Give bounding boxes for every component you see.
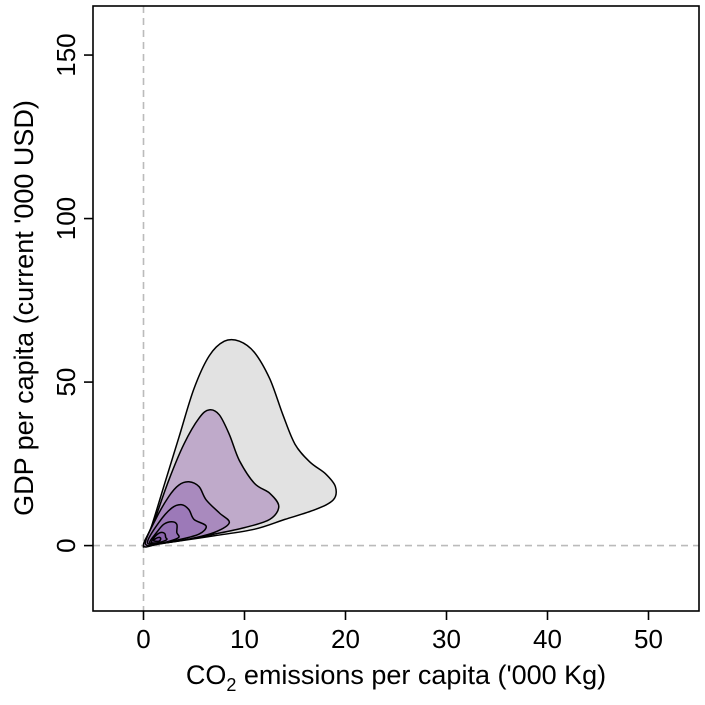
reference-lines [93,6,699,611]
y-tick-label-150: 150 [51,33,81,76]
y-tick-label-100: 100 [51,197,81,240]
x-tick-label-20: 20 [331,624,360,654]
x-tick-label-50: 50 [634,624,663,654]
x-tick-label-0: 0 [136,624,150,654]
contour-level-7 [152,536,162,543]
x-axis-title: CO2 emissions per capita ('000 Kg) [186,660,606,695]
x-axis: 0 10 20 30 40 50 [136,611,663,654]
y-tick-label-50: 50 [51,368,81,397]
y-axis: 0 50 100 150 [51,33,93,553]
x-tick-label-40: 40 [533,624,562,654]
plot-frame [92,5,700,612]
y-tick-label-0: 0 [51,538,81,552]
x-tick-label-10: 10 [230,624,259,654]
x-tick-label-30: 30 [432,624,461,654]
x-axis-title-prefix: CO [186,660,227,690]
density-contours [142,338,337,548]
y-axis-title: GDP per capita (current '000 USD) [9,100,39,516]
x-axis-title-suffix: emissions per capita ('000 Kg) [236,660,606,690]
x-axis-title-subscript: 2 [226,675,236,695]
